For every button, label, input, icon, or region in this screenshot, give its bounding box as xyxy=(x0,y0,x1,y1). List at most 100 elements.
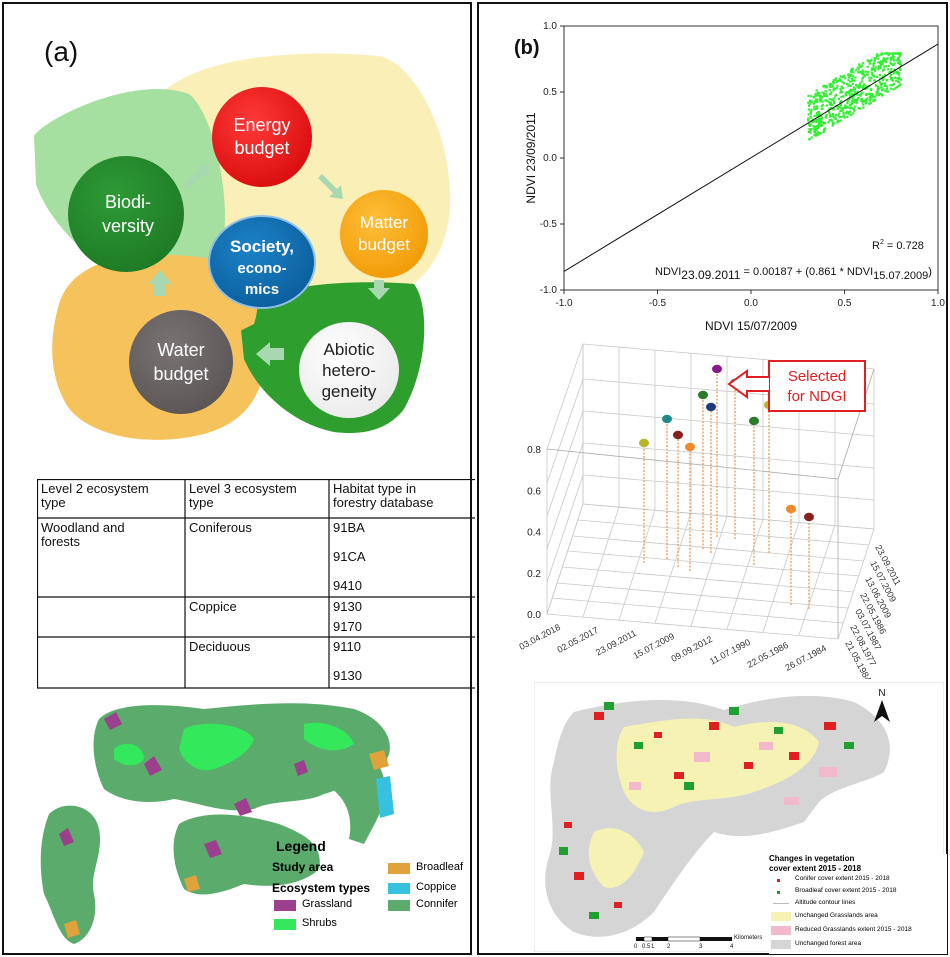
scatter-point xyxy=(808,137,811,141)
scatter-point xyxy=(864,70,867,73)
table-row-deciduous-l3: Deciduous xyxy=(189,639,251,654)
regression-equation: NDVI23.09.2011 = 0.00187 + (0.861 * NDVI… xyxy=(655,266,932,282)
scatter-point xyxy=(838,112,841,115)
scatter-point xyxy=(872,65,875,68)
legend-study-area: Study area xyxy=(272,860,334,874)
scatter-point xyxy=(850,106,853,109)
scatter-point xyxy=(807,130,810,133)
table-code: 91CA xyxy=(333,549,366,564)
scatter-point xyxy=(847,79,850,82)
scatter-point xyxy=(817,113,821,116)
scatter-point xyxy=(832,108,836,111)
scatter-point xyxy=(862,73,865,76)
scatter-point xyxy=(824,86,827,89)
scatter-point xyxy=(850,90,853,93)
scatter-point xyxy=(821,95,824,98)
scatter-point xyxy=(832,101,836,105)
scatter-point xyxy=(884,73,887,77)
scatter-point xyxy=(832,97,836,100)
scatter-point xyxy=(819,94,822,98)
map-region-east xyxy=(324,750,385,844)
veg-map-legend: Changes in vegetation cover extent 2015 -… xyxy=(769,854,947,954)
scatter-point xyxy=(807,101,810,104)
table-code: 91BA xyxy=(333,520,365,535)
scatter-point xyxy=(824,116,828,119)
scatter-point xyxy=(889,75,892,79)
scatter-point xyxy=(878,92,881,95)
scatter-point xyxy=(815,114,818,117)
scatter-point xyxy=(862,85,865,88)
scatter-point xyxy=(849,84,852,87)
scale-tick: 3 xyxy=(699,944,703,950)
scatter-point xyxy=(844,94,848,97)
scatter-point xyxy=(846,91,849,94)
scatter-point xyxy=(839,106,842,109)
north-label: N xyxy=(878,688,885,699)
scatter-point xyxy=(825,92,828,95)
scatter-point xyxy=(808,128,811,131)
scatter-point xyxy=(867,92,871,96)
scatter-point xyxy=(861,101,864,104)
scatter-point xyxy=(899,62,902,65)
scatter-point xyxy=(864,85,867,88)
scatter-point xyxy=(828,83,831,86)
scatter-point xyxy=(824,94,827,98)
scatter-xlabel: NDVI 15/07/2009 xyxy=(705,319,797,333)
scatter-point xyxy=(855,100,859,103)
scatter-point xyxy=(851,99,854,103)
scatter-point xyxy=(854,76,857,79)
table-code: 9130 xyxy=(333,668,362,683)
scatter-point xyxy=(884,90,887,93)
water-budget-node xyxy=(129,310,233,414)
scatter-point xyxy=(855,93,858,96)
scatter-point xyxy=(849,80,852,83)
table-code: 9170 xyxy=(333,619,362,634)
scatter-point xyxy=(813,105,816,108)
scatter-point xyxy=(894,52,897,55)
scatter-point xyxy=(828,98,831,101)
scatter-point xyxy=(822,92,826,95)
scatter-point xyxy=(855,69,858,72)
scatter-point xyxy=(823,94,826,98)
scatter-point xyxy=(882,57,885,60)
scatter-point xyxy=(839,101,842,104)
scatter-point xyxy=(825,113,828,116)
scatter-point xyxy=(832,116,835,119)
scatter-point xyxy=(848,92,851,95)
scatter-point xyxy=(854,98,858,102)
scatter-point xyxy=(866,87,869,90)
scatter-point xyxy=(807,94,810,97)
scatter-point xyxy=(891,79,895,82)
scatter-point xyxy=(807,113,810,116)
scatter-point xyxy=(879,53,882,56)
scatter-point xyxy=(863,75,866,78)
scatter-point xyxy=(859,82,862,85)
scatter-point xyxy=(838,77,841,81)
scatter-point xyxy=(868,99,871,102)
scatter-point xyxy=(885,58,888,61)
scatter-point xyxy=(820,120,823,123)
scatter-point xyxy=(896,59,899,62)
scatter-point xyxy=(862,62,865,65)
scatter-point xyxy=(812,125,815,128)
scatter-point xyxy=(872,99,875,102)
scatter-point xyxy=(881,82,884,85)
scatter-point xyxy=(895,72,899,75)
scatter-point xyxy=(878,73,881,77)
scatter-point xyxy=(872,62,875,65)
scatter-point xyxy=(897,80,900,83)
z-tick-label: 0.4 xyxy=(527,528,541,539)
scatter-point xyxy=(842,74,846,77)
energy-budget-node xyxy=(212,87,312,187)
scatter-point xyxy=(820,104,824,108)
scatter-point xyxy=(849,88,852,91)
scatter-point xyxy=(832,80,835,83)
scatter-point xyxy=(850,77,854,80)
scatter-point xyxy=(815,100,818,103)
scatter-point xyxy=(813,114,816,117)
scatter-point xyxy=(852,101,855,104)
scatter-point xyxy=(822,122,825,125)
scatter-point xyxy=(821,100,824,103)
scatter-point xyxy=(853,109,856,112)
scatter-point xyxy=(864,102,867,105)
